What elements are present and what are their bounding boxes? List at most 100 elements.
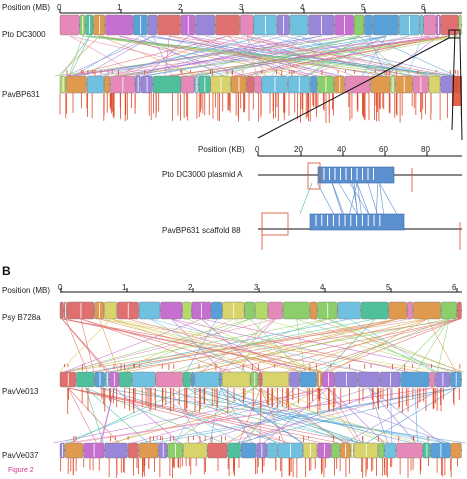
panel-a-tick-0: 0: [57, 3, 62, 12]
panel-b-link-23-2: [114, 387, 181, 444]
pavbp631-block-21: [370, 75, 391, 94]
panel-b-link-12-67: [201, 318, 262, 373]
panel-b-link-23-57: [246, 387, 277, 444]
panel-b-link-12-69: [149, 318, 247, 373]
genome-label-psy-b728a: Psy B728a: [2, 313, 41, 322]
panel-b-letter: B: [2, 264, 11, 278]
pavve037-block-11: [240, 442, 257, 459]
pavve037-block-10: [227, 442, 241, 459]
panel-b-link-23-27: [85, 387, 149, 444]
panel-b-link-12-5: [327, 318, 463, 373]
pavve037-block-17: [331, 442, 340, 459]
pavve037-block-3: [104, 442, 128, 459]
pavve013-block-8: [182, 371, 191, 388]
panel-b-link-23-64: [260, 387, 285, 444]
pto-dc3000-block-21: [419, 14, 424, 36]
zoom-line-left: [257, 37, 450, 139]
psy-b728a-block-7: [160, 301, 183, 320]
panel-b-link-23-6: [68, 387, 97, 444]
panel-b-link-12-20: [99, 318, 119, 373]
pavve013-block-17: [299, 371, 317, 388]
panel-b-link-12-41: [249, 318, 303, 373]
inset-link-1: [316, 182, 335, 215]
pto-dc3000-block-7: [157, 14, 181, 36]
panel-b-link-12-44: [110, 318, 324, 373]
panel-b-link-23-4: [254, 387, 386, 444]
panel-a-link-72: [246, 35, 427, 77]
panel-b-link-12-10: [125, 318, 399, 373]
pavve013-block-24: [429, 371, 436, 388]
psy-b728a-block-18: [337, 301, 361, 320]
panel-b-link-23-49: [110, 387, 320, 444]
pavbp631-block-8: [181, 75, 195, 94]
pavve037-block-5: [138, 442, 159, 459]
inset-link-0: [356, 182, 370, 215]
inset-link-10: [338, 182, 358, 215]
pto-dc3000-block-22: [423, 14, 436, 36]
panel-b-link-12-42: [110, 318, 303, 373]
panel-b-link-12-33: [109, 318, 376, 373]
panel-b-link-12-39: [222, 318, 276, 373]
inset-link-4: [379, 182, 384, 215]
inset-link-green: [299, 182, 313, 215]
pavbp631-block-2: [86, 75, 104, 94]
panel-b-link-12-62: [64, 318, 276, 373]
pavve013-block-15: [262, 371, 290, 388]
panel-b-link-23-67: [238, 387, 261, 444]
panel-b-link-12-21: [217, 318, 460, 373]
pavve013-block-16: [289, 371, 300, 388]
panel-a-link-85: [140, 35, 453, 77]
panel-a-link-23: [73, 35, 141, 77]
panel-b-link-12-68: [427, 318, 457, 373]
panel-b-link-23-43: [414, 387, 418, 444]
panel-a-link-64: [82, 35, 442, 77]
inset-link-7: [332, 182, 345, 215]
inset-tick-80: 80: [421, 145, 430, 154]
psy-b728a-block-24: [457, 301, 462, 320]
psy-b728a-block-16: [309, 301, 318, 320]
panel-a-link-86: [190, 35, 439, 77]
panel-a-link-39: [145, 35, 387, 77]
pto-dc3000-block-0: [59, 14, 80, 36]
panel-b-link-12-60: [65, 318, 328, 373]
panel-b-link-12-65: [63, 318, 202, 373]
panel-b-link-23-29: [294, 387, 449, 444]
pavbp631-end-cluster: [452, 76, 462, 106]
panel-b-link-12-28: [296, 318, 452, 373]
panel-b-link-12-35: [65, 318, 88, 373]
panel-b-tick-0: 0: [58, 283, 63, 292]
zoom-line-mid: [451, 29, 456, 131]
panel-a-link-83: [219, 35, 360, 77]
panel-a-link-66: [61, 35, 90, 77]
psy-b728a-block-6: [138, 301, 161, 320]
panel-a-link-28: [303, 35, 431, 77]
pavve013-block-10: [194, 371, 219, 388]
pavbp631-block-7: [152, 75, 181, 94]
inset-tick-0: 0: [255, 145, 260, 154]
panel-a-link-55: [307, 35, 360, 77]
pavbp631-block-13: [246, 75, 254, 94]
panel-b-link-12-29: [200, 318, 276, 373]
pavve013-block-7: [155, 371, 183, 388]
inset-link-12: [376, 182, 379, 215]
genome-label-pto-dc3000: Pto DC3000: [2, 30, 46, 39]
psy-b728a-block-22: [413, 301, 441, 320]
panel-b-link-23-20: [328, 387, 362, 444]
panel-b-tick-4: 4: [320, 283, 325, 292]
pavbp631-block-3: [104, 75, 111, 94]
panel-b-link-23-63: [390, 387, 393, 444]
panel-a-link-31: [142, 35, 369, 77]
panel-b-link-23-9: [171, 387, 255, 444]
panel-a-link-87: [68, 35, 228, 77]
panel-b-link-12-59: [149, 318, 366, 373]
panel-a-link-0: [246, 35, 309, 77]
psy-b728a-block-10: [211, 301, 223, 320]
panel-a-link-32: [65, 35, 153, 77]
panel-b-link-12-63: [286, 318, 428, 373]
panel-a-link-78: [361, 35, 387, 77]
inset-link-11: [331, 182, 343, 215]
panel-a-link-25: [69, 35, 141, 77]
panel-a-link-73: [152, 35, 173, 77]
panel-a-link-80: [368, 35, 457, 77]
panel-a-link-71: [54, 35, 360, 77]
